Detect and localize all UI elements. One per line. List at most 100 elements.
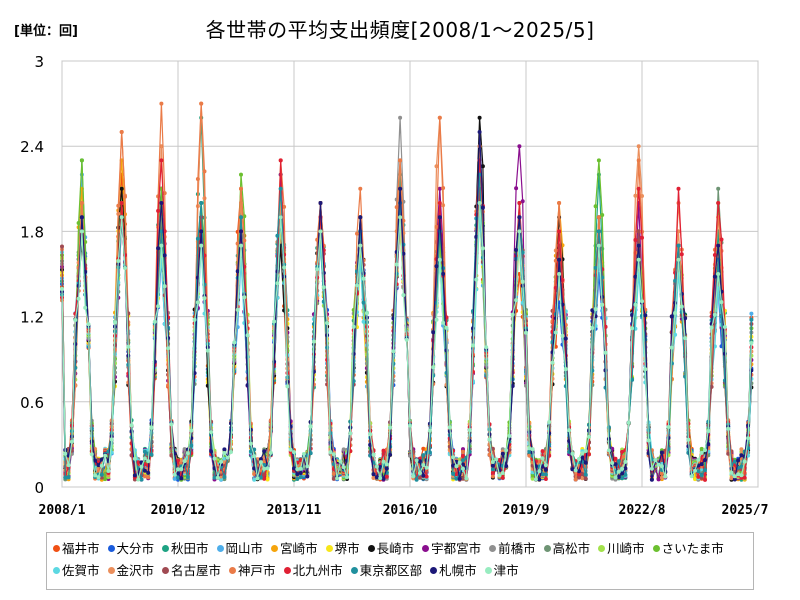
legend-marker bbox=[350, 567, 358, 574]
data-point bbox=[699, 462, 704, 467]
data-point bbox=[308, 424, 313, 429]
data-point bbox=[152, 319, 157, 324]
data-point bbox=[626, 420, 631, 425]
legend-label: 川崎市 bbox=[607, 541, 645, 556]
data-point bbox=[570, 467, 575, 472]
data-point bbox=[318, 201, 323, 205]
legend-item: 金沢市 bbox=[107, 560, 154, 582]
data-point bbox=[600, 213, 605, 217]
data-point bbox=[358, 215, 363, 220]
data-point bbox=[99, 463, 104, 468]
data-point bbox=[633, 302, 638, 307]
x-tick-label: 2025/7 bbox=[722, 503, 769, 518]
data-point bbox=[262, 449, 267, 454]
data-point bbox=[659, 475, 664, 480]
legend-item: 札幌市 bbox=[430, 560, 477, 582]
data-point bbox=[401, 218, 406, 223]
data-point bbox=[461, 454, 465, 458]
data-point bbox=[726, 451, 731, 456]
data-point bbox=[739, 473, 744, 478]
legend-marker bbox=[489, 545, 497, 552]
data-point bbox=[185, 451, 190, 456]
data-point bbox=[474, 277, 479, 282]
data-point bbox=[162, 284, 167, 289]
data-point bbox=[209, 430, 214, 435]
data-point bbox=[341, 447, 346, 452]
data-point bbox=[69, 439, 74, 444]
data-point bbox=[593, 265, 598, 270]
data-point bbox=[540, 456, 545, 461]
data-point bbox=[573, 468, 578, 473]
legend-marker bbox=[53, 545, 60, 552]
data-point bbox=[749, 311, 754, 316]
data-point bbox=[656, 477, 661, 482]
data-point bbox=[331, 452, 336, 457]
data-point bbox=[398, 186, 403, 191]
data-point bbox=[590, 308, 595, 313]
data-point bbox=[189, 428, 194, 433]
data-point bbox=[159, 101, 164, 106]
data-point bbox=[480, 246, 485, 251]
data-point bbox=[514, 298, 519, 303]
y-tick-label: 0.6 bbox=[20, 394, 44, 412]
data-point bbox=[484, 345, 489, 350]
data-point bbox=[596, 215, 601, 220]
data-point bbox=[215, 475, 220, 480]
data-point bbox=[404, 337, 409, 342]
data-point bbox=[159, 158, 164, 163]
data-point bbox=[146, 475, 151, 480]
data-point bbox=[693, 468, 697, 473]
data-point bbox=[643, 367, 648, 372]
data-point bbox=[620, 471, 625, 476]
data-point bbox=[364, 311, 369, 316]
data-point bbox=[537, 459, 542, 464]
data-point bbox=[640, 299, 644, 304]
data-point bbox=[371, 452, 376, 457]
data-point bbox=[96, 463, 101, 468]
data-point bbox=[119, 215, 124, 220]
chart-title: 各世帯の平均支出頻度[2008/1～2025/5] bbox=[205, 18, 595, 42]
data-point bbox=[441, 271, 446, 276]
legend-label: 札幌市 bbox=[439, 563, 477, 578]
data-point bbox=[63, 475, 68, 480]
data-point bbox=[358, 243, 363, 248]
legend-marker bbox=[216, 545, 224, 552]
data-point bbox=[421, 463, 426, 468]
data-point bbox=[265, 466, 270, 471]
data-point bbox=[252, 472, 257, 477]
legend-item: 神戸市 bbox=[229, 560, 276, 582]
data-point bbox=[649, 466, 654, 471]
data-point bbox=[176, 475, 180, 480]
data-point bbox=[391, 349, 396, 354]
data-point bbox=[520, 279, 525, 284]
data-point bbox=[109, 437, 114, 442]
data-point bbox=[417, 475, 422, 480]
data-point bbox=[315, 267, 320, 272]
legend-marker bbox=[484, 567, 492, 574]
data-point bbox=[166, 346, 171, 351]
data-point bbox=[381, 476, 386, 481]
legend-marker bbox=[422, 545, 430, 552]
data-point bbox=[86, 322, 91, 327]
data-point bbox=[490, 470, 495, 475]
data-point bbox=[620, 476, 625, 481]
data-point bbox=[63, 451, 68, 456]
data-point bbox=[99, 475, 104, 480]
legend-item: 長崎市 bbox=[367, 538, 414, 560]
data-point bbox=[119, 130, 124, 134]
data-point bbox=[494, 457, 499, 462]
data-point bbox=[421, 446, 426, 451]
legend-label: 福井市 bbox=[62, 541, 100, 556]
data-point bbox=[308, 451, 313, 456]
data-point bbox=[454, 476, 459, 481]
data-point bbox=[656, 462, 661, 467]
data-point bbox=[268, 450, 273, 455]
data-point bbox=[414, 458, 419, 463]
data-point bbox=[119, 186, 124, 191]
data-point bbox=[669, 314, 674, 319]
data-point bbox=[60, 286, 64, 291]
data-point bbox=[398, 215, 403, 220]
data-point bbox=[659, 471, 664, 476]
data-point bbox=[649, 477, 654, 482]
data-point bbox=[490, 474, 495, 479]
